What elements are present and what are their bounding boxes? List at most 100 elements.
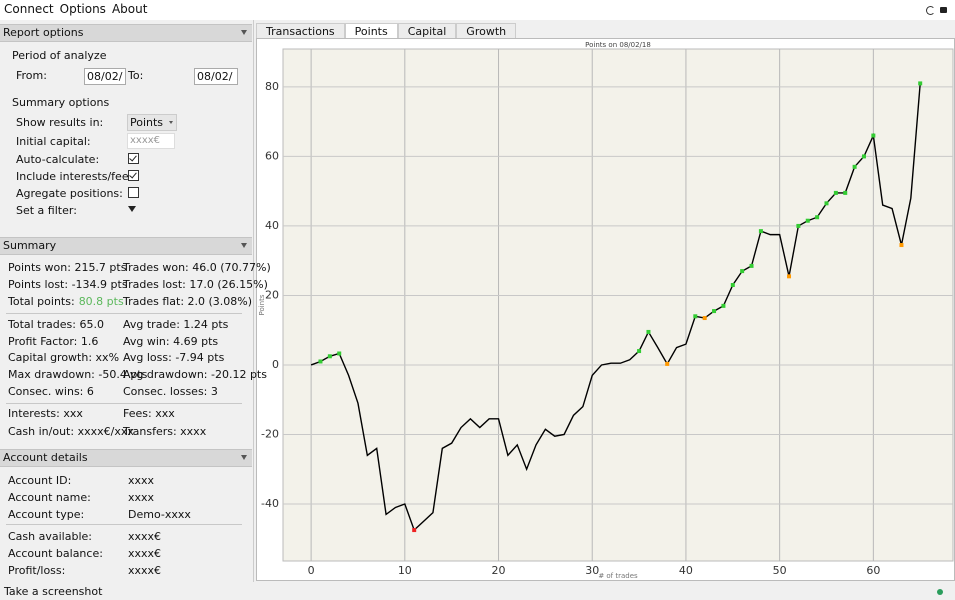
account-value: Demo-xxxx <box>128 508 191 521</box>
menu-item[interactable]: Options <box>59 2 106 16</box>
tab-bar: Transactions Points Capital Growth <box>256 22 955 39</box>
point-marker <box>758 229 763 234</box>
point-marker <box>805 218 810 223</box>
point-marker <box>646 329 651 334</box>
section-header[interactable]: Report options <box>0 24 252 42</box>
point-marker <box>796 223 801 228</box>
chart: Points on 08/02/18 # of trades Points 0 10 20… <box>258 41 954 580</box>
account-label: Account ID: <box>8 474 72 487</box>
summary-value: 80.8 pts <box>78 295 124 308</box>
summary-item: Avg win: 4.69 pts <box>123 335 219 348</box>
point-marker <box>693 314 698 319</box>
summary-item: Transfers: xxxx <box>123 425 207 438</box>
chart-frame: Points on 08/02/18 # of trades Points 0 10 20… <box>256 38 955 581</box>
menu-item[interactable]: Connect <box>4 2 54 16</box>
account-label: Account type: <box>8 508 85 521</box>
account-label: Cash available: <box>8 530 92 543</box>
y-tick-label: 40 <box>265 219 279 232</box>
account-value: xxxx€ <box>128 564 162 577</box>
point-marker <box>815 215 820 220</box>
dropdown-arrow[interactable] <box>169 121 173 124</box>
section-header[interactable]: Summary <box>0 237 252 255</box>
section-header[interactable]: Account details <box>0 449 252 467</box>
section-title: Account details <box>3 451 88 464</box>
option-label: Auto-calculate: <box>16 153 100 166</box>
option-label: Show results in: <box>16 116 104 129</box>
summary-item: Total trades: 65.0 <box>8 318 104 331</box>
x-axis-label: # of trades <box>598 572 638 580</box>
point-marker <box>899 243 904 248</box>
point-marker <box>843 190 848 195</box>
account-label: Account name: <box>8 491 91 504</box>
point-marker <box>412 528 417 533</box>
tab[interactable]: Points <box>344 23 398 39</box>
summary-item: Max drawdown: -50.4 pts <box>8 368 148 381</box>
point-marker <box>824 201 829 206</box>
checkbox[interactable] <box>128 153 139 164</box>
summary-item: Trades flat: 2.0 (3.08%) <box>123 295 253 308</box>
summary-item: Interests: xxx <box>8 407 83 420</box>
camera-icon[interactable] <box>940 7 947 13</box>
to-date[interactable]: 08/02/ <box>194 68 238 85</box>
summary-item: Consec. wins: 6 <box>8 385 94 398</box>
x-tick-label: 60 <box>866 564 880 577</box>
point-marker <box>749 263 754 268</box>
dropdown[interactable]: Points <box>127 114 177 131</box>
status-text[interactable]: Take a screenshot <box>4 585 103 598</box>
summary-item: Capital growth: xx% <box>8 351 120 364</box>
point-marker <box>740 269 745 274</box>
x-tick-label: 30 <box>585 564 599 577</box>
point-marker <box>712 309 717 314</box>
period-title: Period of analyze <box>12 49 107 62</box>
summary-item: Avg trade: 1.24 pts <box>123 318 229 331</box>
text-input[interactable]: xxxx€ <box>127 133 175 149</box>
checkbox[interactable] <box>128 187 139 198</box>
x-tick-label: 10 <box>398 564 412 577</box>
collapse-arrow[interactable] <box>241 243 247 248</box>
section-title: Report options <box>3 26 84 39</box>
y-tick-label: 60 <box>265 149 279 162</box>
account-value: xxxx€ <box>128 547 162 560</box>
point-marker <box>861 154 866 159</box>
summary-item: Trades lost: 17.0 (26.15%) <box>123 278 268 291</box>
separator <box>6 403 242 404</box>
account-value: xxxx <box>128 491 155 504</box>
summary-item: Fees: xxx <box>123 407 175 420</box>
summary-item: Profit Factor: 1.6 <box>8 335 99 348</box>
account-label: Account balance: <box>8 547 103 560</box>
menu-item[interactable]: About <box>111 2 148 16</box>
y-axis-label: Points <box>258 294 266 315</box>
point-marker <box>918 81 923 86</box>
checkbox[interactable] <box>128 170 139 181</box>
from-date[interactable]: 08/02/ <box>84 68 126 85</box>
summary-item: Avg drawdown: -20.12 pts <box>123 368 267 381</box>
tab[interactable]: Capital <box>397 23 457 39</box>
collapse-arrow[interactable] <box>241 455 247 460</box>
check-mark <box>129 153 137 162</box>
point-marker <box>871 133 876 138</box>
x-tick-label: 50 <box>773 564 787 577</box>
left-panel <box>0 20 254 582</box>
account-label: Profit/loss: <box>8 564 66 577</box>
separator <box>6 524 242 525</box>
account-value: xxxx <box>128 474 155 487</box>
point-marker <box>327 354 332 359</box>
menu-bar: Connect Options About <box>0 0 955 20</box>
point-marker <box>852 164 857 169</box>
section-title: Summary <box>3 239 57 252</box>
collapse-arrow[interactable] <box>241 30 247 35</box>
tab[interactable]: Transactions <box>256 23 345 39</box>
separator <box>6 313 242 314</box>
y-tick-label: 0 <box>272 358 279 371</box>
y-tick-label: 20 <box>265 288 279 301</box>
point-marker <box>787 274 792 279</box>
summary-item: Consec. losses: 3 <box>123 385 218 398</box>
from-label: From: <box>16 69 47 82</box>
tab[interactable]: Growth <box>456 23 517 39</box>
filter-icon[interactable] <box>128 206 136 212</box>
plot-area <box>282 48 954 562</box>
x-tick-label: 20 <box>492 564 506 577</box>
refresh-icon[interactable] <box>926 6 935 15</box>
